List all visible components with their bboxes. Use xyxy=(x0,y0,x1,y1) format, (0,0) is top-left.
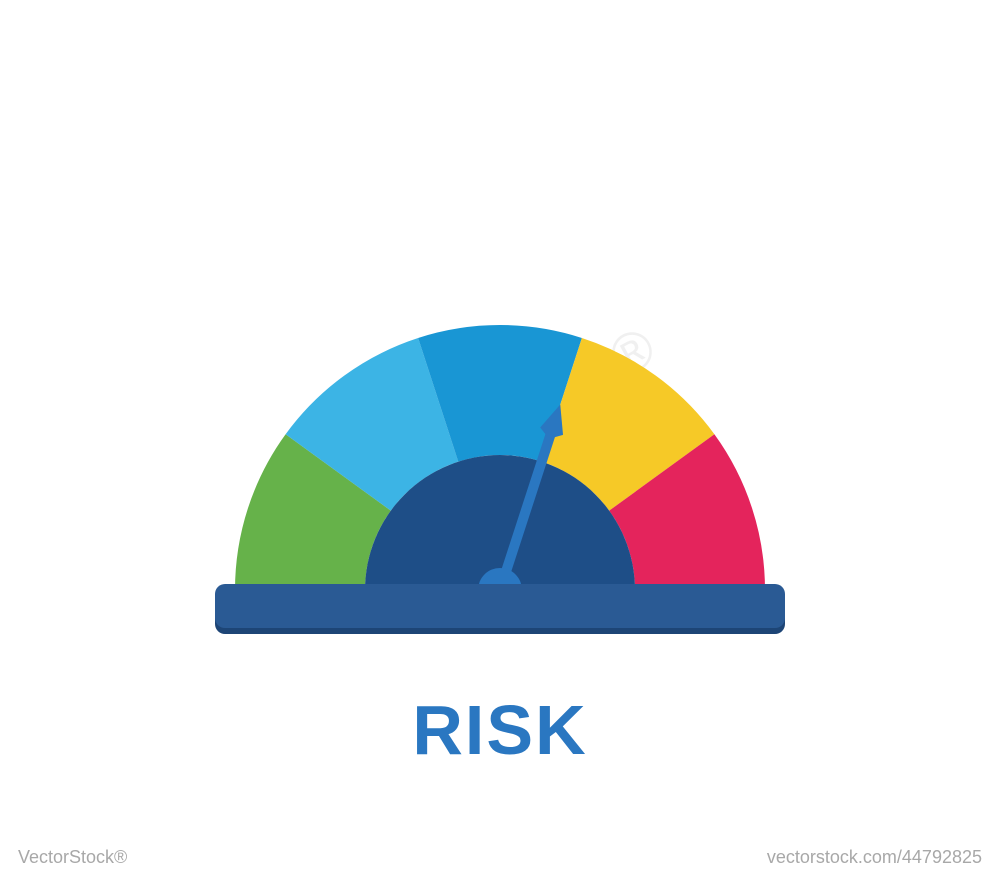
gauge-svg xyxy=(200,300,800,640)
watermark-id: vectorstock.com/44792825 xyxy=(767,847,982,868)
gauge-label: RISK xyxy=(412,690,587,770)
gauge-base xyxy=(215,584,785,628)
risk-gauge: RISK xyxy=(200,300,800,770)
watermark-brand: VectorStock® xyxy=(18,847,127,868)
